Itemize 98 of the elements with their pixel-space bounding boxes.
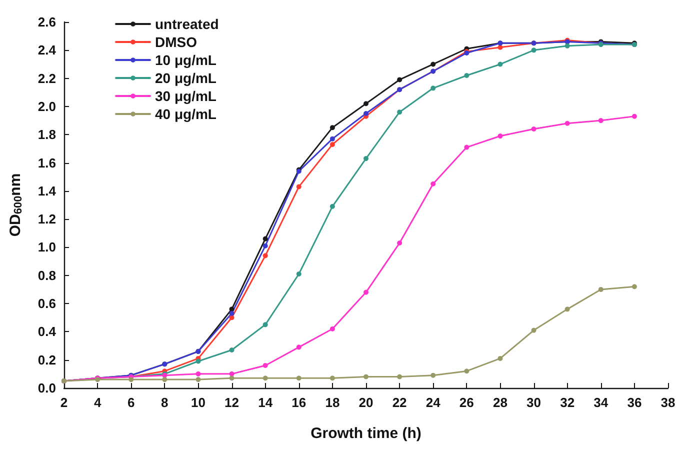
point — [397, 77, 402, 82]
y-tick-label: 1.8 — [38, 127, 56, 142]
x-tick-label: 22 — [392, 395, 407, 410]
y-tick-label: 1.6 — [38, 155, 56, 170]
y-tick-label: 2.4 — [38, 42, 57, 58]
x-tick-label: 4 — [94, 395, 102, 410]
point — [632, 114, 637, 119]
point — [498, 62, 503, 67]
x-tick-label: 38 — [660, 395, 676, 410]
point — [229, 310, 234, 316]
point — [364, 156, 368, 162]
point — [262, 376, 268, 381]
point — [464, 368, 470, 374]
y-tick-label: 0.2 — [38, 352, 56, 368]
point — [262, 253, 268, 258]
legend-label: 30 μg/mL — [155, 88, 217, 104]
point — [564, 306, 570, 312]
point — [229, 371, 234, 376]
y-tick-label: 1.4 — [38, 183, 57, 198]
point — [632, 284, 637, 290]
x-tick-label: 14 — [258, 395, 274, 410]
point — [364, 374, 368, 380]
y-tick-label: 1.0 — [38, 240, 56, 255]
x-tick-label: 34 — [594, 395, 609, 410]
y-tick-label: 0.8 — [38, 268, 56, 283]
y-tick-label: 0.0 — [38, 380, 56, 396]
point — [296, 344, 302, 350]
point — [229, 376, 234, 381]
point — [296, 184, 302, 190]
point — [364, 111, 368, 116]
point — [196, 371, 201, 376]
point — [498, 356, 503, 361]
point — [262, 362, 268, 368]
y-tick-label: 0.6 — [38, 296, 56, 312]
point — [196, 377, 201, 382]
point — [397, 374, 402, 380]
x-tick-label: 26 — [459, 395, 474, 410]
point — [229, 306, 234, 312]
legend-label: DMSO — [155, 34, 198, 50]
x-tick-label: 12 — [224, 395, 240, 410]
point — [430, 62, 436, 67]
point — [397, 240, 402, 246]
point — [229, 315, 234, 320]
x-tick-label: 24 — [426, 395, 442, 410]
point — [397, 110, 402, 115]
x-axis-title: Growth time (h) — [310, 425, 422, 442]
legend-label: 40 μg/mL — [155, 106, 217, 122]
point — [162, 377, 168, 382]
point — [364, 101, 368, 106]
point — [564, 43, 570, 48]
y-tick-label: 2.6 — [38, 14, 56, 30]
y-tick-label: 0.4 — [38, 324, 57, 340]
point — [364, 290, 368, 295]
x-tick-label: 10 — [190, 395, 206, 410]
point — [430, 181, 436, 186]
point — [531, 48, 536, 53]
x-tick-label: 6 — [127, 395, 135, 410]
legend-label: 20 μg/mL — [155, 70, 217, 86]
y-tick-label: 2.2 — [38, 70, 56, 86]
point — [564, 120, 570, 126]
x-tick-label: 36 — [627, 395, 642, 410]
y-tick-label: 2.0 — [38, 98, 56, 114]
y-tick-label: 1.2 — [38, 212, 56, 227]
x-tick-label: 32 — [560, 395, 575, 410]
point — [330, 136, 335, 142]
x-tick-label: 16 — [292, 395, 306, 410]
point — [498, 134, 503, 139]
y-axis-title: OD600nm — [7, 173, 24, 237]
point — [330, 204, 335, 209]
point — [531, 126, 536, 132]
point — [196, 358, 201, 364]
x-tick-label: 20 — [358, 395, 374, 410]
legend-label: 10 μg/mL — [155, 52, 217, 68]
x-tick-label: 28 — [492, 395, 508, 410]
legend-label: untreated — [155, 16, 219, 32]
point — [262, 243, 268, 248]
point — [296, 376, 302, 381]
point — [598, 118, 604, 124]
point — [128, 377, 134, 382]
point — [296, 271, 302, 276]
point — [430, 86, 436, 91]
point — [330, 376, 335, 381]
point — [498, 44, 503, 50]
point — [430, 372, 436, 378]
point — [598, 286, 604, 292]
x-tick-label: 2 — [60, 395, 68, 410]
x-tick-label: 8 — [161, 395, 168, 410]
point — [330, 125, 335, 130]
point — [330, 326, 335, 332]
point — [330, 142, 335, 147]
point — [262, 236, 268, 242]
point — [262, 322, 268, 328]
point — [464, 144, 470, 150]
point — [229, 347, 234, 352]
x-tick-label: 30 — [526, 395, 542, 410]
point — [464, 72, 470, 78]
point — [531, 328, 536, 333]
x-tick-label: 18 — [325, 395, 340, 410]
